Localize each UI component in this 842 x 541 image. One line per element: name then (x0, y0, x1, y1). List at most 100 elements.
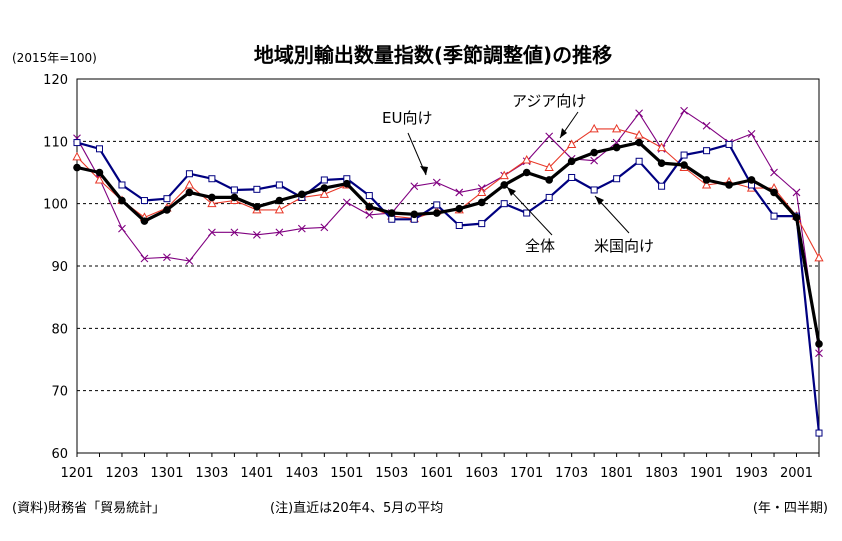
data-point (522, 168, 531, 177)
x-tick-label: 1401 (240, 466, 273, 481)
data-point (568, 173, 576, 181)
data-point (499, 170, 509, 180)
data-point (275, 196, 284, 205)
data-point (342, 198, 351, 207)
data-point (611, 123, 622, 133)
data-point (185, 188, 194, 197)
data-point (163, 253, 171, 262)
data-point (770, 212, 778, 220)
annotation-total: 全体 (506, 186, 555, 255)
data-point (252, 230, 261, 239)
data-point (747, 176, 756, 184)
data-point (702, 176, 711, 184)
series-0 (73, 138, 823, 348)
y-tick-label: 100 (43, 198, 68, 213)
data-point (73, 163, 81, 172)
annotation-us-label: 米国向け (594, 237, 654, 255)
data-point (208, 175, 216, 183)
data-point (140, 254, 149, 263)
data-point (230, 228, 239, 237)
x-tick-label: 1903 (735, 466, 768, 481)
data-point (432, 209, 441, 217)
data-point (815, 349, 823, 358)
footnote: (注)直近は20年4、5月の平均 (270, 501, 443, 516)
annotation-eu-arrowhead (420, 166, 428, 175)
x-tick-label: 1301 (150, 466, 183, 481)
source-note: (資料)財務省「貿易統計」 (12, 500, 165, 516)
gridlines (77, 140, 819, 392)
data-point (410, 182, 419, 191)
data-point (523, 209, 531, 217)
data-point (477, 187, 487, 196)
data-point (185, 170, 193, 178)
y-tick-label: 90 (51, 260, 68, 275)
x-tick-label: 2001 (780, 466, 813, 481)
y-tick-label: 80 (51, 322, 68, 337)
data-point (320, 223, 329, 232)
data-point (140, 197, 148, 205)
unit-label: (2015年=100) (12, 51, 97, 65)
data-point (815, 429, 823, 437)
x-tick-label: 1701 (510, 466, 543, 481)
data-point (297, 224, 306, 233)
data-point (208, 228, 216, 237)
x-tick-label: 1501 (330, 466, 363, 481)
data-point (275, 181, 283, 189)
data-point (230, 193, 239, 202)
annotation-us: 米国向け (594, 195, 654, 255)
data-point (792, 188, 801, 197)
data-point (770, 188, 778, 197)
data-point (680, 161, 688, 169)
x-tick-label: 1601 (420, 466, 453, 481)
data-point (725, 140, 733, 148)
data-point (95, 145, 103, 153)
data-point (208, 193, 216, 202)
data-point (185, 257, 194, 265)
data-point (500, 181, 509, 189)
data-point (477, 198, 486, 207)
data-point (387, 209, 396, 217)
data-point (433, 201, 441, 209)
data-point (432, 178, 441, 187)
data-point (792, 213, 801, 222)
data-point (365, 192, 373, 200)
data-point (567, 157, 576, 166)
data-point (680, 151, 688, 159)
data-point (365, 202, 374, 211)
data-point (118, 181, 126, 189)
data-point (590, 156, 599, 165)
data-point (72, 151, 82, 161)
data-point (73, 139, 81, 147)
data-point (500, 200, 508, 208)
annotation-eu: EU向け (382, 109, 432, 176)
x-tick-label: 1901 (690, 466, 723, 481)
data-point (253, 202, 261, 211)
data-point (455, 204, 464, 213)
data-point (522, 154, 532, 164)
data-point (275, 228, 284, 237)
data-point (478, 220, 486, 228)
data-point (140, 217, 149, 225)
data-point (770, 168, 778, 177)
x-tick-label: 1803 (645, 466, 678, 481)
data-point (455, 221, 463, 229)
data-point (635, 109, 644, 118)
data-point (657, 159, 666, 167)
annotation-total-arrowhead (507, 187, 516, 196)
data-point (274, 204, 285, 214)
data-point (702, 121, 711, 130)
data-point (544, 162, 554, 172)
annotation-asia: アジア向け (512, 92, 586, 139)
x-tick-label: 1503 (375, 466, 408, 481)
data-point (298, 190, 306, 199)
series-line (76, 110, 820, 354)
series-2 (73, 106, 823, 358)
y-tick-label: 60 (51, 447, 68, 462)
data-point (455, 188, 464, 197)
x-axis: 1201 1203 1301 1303 1401 1403 1501 1503 1601 1603… (60, 453, 820, 481)
data-point (703, 147, 711, 155)
x-axis-note: (年・四半期) (753, 501, 828, 516)
y-axis: 60 70 80 90 100 110 120 (43, 73, 68, 462)
data-point (184, 179, 195, 189)
